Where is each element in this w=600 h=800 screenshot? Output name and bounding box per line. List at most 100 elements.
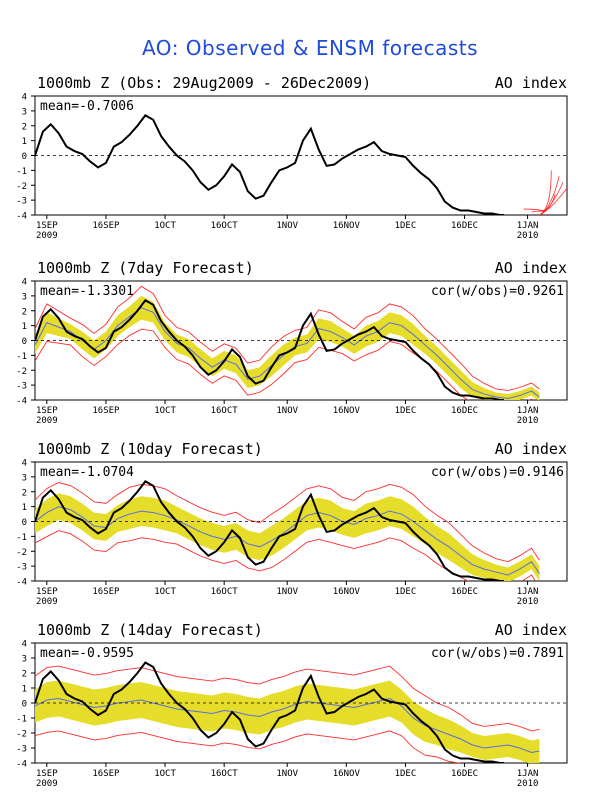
x-tick-label: 16DEC [451,587,478,597]
x-tick-label: 16SEP [92,221,120,231]
x-tick-label-year: 2010 [517,231,539,241]
x-tick-label: 16SEP [92,769,120,779]
x-tick-label: 16NOV [333,406,361,416]
y-tick-label: -3 [16,197,27,207]
y-tick-label: 4 [22,93,27,103]
x-tick-label: 1OCT [154,221,176,231]
x-tick-label-year: 2009 [36,231,58,241]
x-tick-label: 1JAN [517,587,539,597]
y-tick-label: 2 [22,488,27,498]
y-tick-label: 1 [22,322,27,332]
plot-area [35,285,567,400]
x-tick-label: 16NOV [333,587,361,597]
x-tick-label: 1SEP [36,769,58,779]
x-tick-label: 1JAN [517,769,539,779]
x-tick-label: 1SEP [36,587,58,597]
y-tick-label: -1 [16,533,27,543]
y-tick-label: 3 [22,292,27,302]
panel-title: 1000mb Z (Obs: 29Aug2009 - 26Dec2009) [37,74,371,92]
panel-1: 1000mb Z (Obs: 29Aug2009 - 26Dec2009) AO … [16,74,568,241]
x-tick-label: 16NOV [333,221,361,231]
x-tick-label-year: 2009 [36,779,58,789]
x-tick-label: 16DEC [451,769,478,779]
panel-index-label: AO index [495,74,567,92]
panel-index-label: AO index [495,259,567,277]
x-tick-label: 1SEP [36,221,58,231]
x-tick-label: 1NOV [276,221,298,231]
x-tick-label: 1SEP [36,406,58,416]
y-tick-label: -4 [16,578,27,588]
mean-annotation: mean=-1.0704 [40,465,134,480]
ensemble-spread-band [35,680,540,763]
ensemble-max-line [35,285,540,391]
ensemble-spread-band [35,493,540,581]
correlation-annotation: cor(w/obs)=0.9146 [431,465,564,480]
x-tick-label: 1DEC [395,587,417,597]
y-tick-label: 3 [22,473,27,483]
panel-title: 1000mb Z (14day Forecast) [37,621,263,639]
y-tick-label: 1 [22,685,27,695]
panel-title: 1000mb Z (7day Forecast) [37,259,254,277]
x-tick-label: 1DEC [395,769,417,779]
panel-2: 1000mb Z (7day Forecast) AO index -4 -3 -2 -1… [16,259,568,426]
forecast-plume-member [539,194,556,215]
panel-index-label: AO index [495,440,567,458]
x-tick-label-year: 2009 [36,416,58,426]
y-tick-label: -2 [16,367,27,377]
x-tick-label-year: 2010 [517,779,539,789]
x-tick-label-year: 2009 [36,597,58,607]
x-tick-label: 1NOV [276,769,298,779]
y-tick-label: 0 [22,152,27,162]
x-tick-label: 16NOV [333,769,361,779]
panel-4: 1000mb Z (14day Forecast) AO index -4 -3 -2 -… [16,621,568,789]
y-tick-label: 0 [22,337,27,347]
y-tick-label: 4 [22,459,27,469]
ensemble-max-line [35,482,540,563]
y-tick-label: 1 [22,503,27,513]
x-tick-label: 16OCT [211,406,239,416]
x-tick-label: 1JAN [517,221,539,231]
x-tick-label: 16OCT [211,769,239,779]
panel-title: 1000mb Z (10day Forecast) [37,440,263,458]
mean-annotation: mean=-0.7006 [40,99,134,114]
y-tick-label: 3 [22,107,27,117]
y-tick-label: -4 [16,760,27,770]
mean-annotation: mean=-1.3301 [40,284,134,299]
plot-area [35,661,567,763]
x-tick-label: 16SEP [92,406,120,416]
y-tick-label: -2 [16,182,27,192]
figure-title: AO: Observed & ENSM forecasts [141,36,479,60]
x-tick-label: 1JAN [517,406,539,416]
y-tick-label: 3 [22,655,27,665]
correlation-annotation: cor(w/obs)=0.9261 [431,284,564,299]
mean-annotation: mean=-0.9595 [40,646,134,661]
x-tick-label: 1NOV [276,587,298,597]
observed-ao-line [35,299,504,400]
ensemble-max-line [35,665,540,732]
y-tick-label: 2 [22,307,27,317]
x-tick-label: 1OCT [154,769,176,779]
y-tick-label: -1 [16,352,27,362]
y-tick-label: 4 [22,640,27,650]
x-tick-label: 1OCT [154,406,176,416]
y-tick-label: -3 [16,382,27,392]
x-tick-label: 16DEC [451,406,478,416]
plot-area [35,480,567,581]
y-tick-label: 2 [22,670,27,680]
observed-ao-line [35,661,504,763]
x-tick-label: 16SEP [92,587,120,597]
x-tick-label: 1DEC [395,221,417,231]
panel-index-label: AO index [495,621,567,639]
x-tick-label-year: 2010 [517,597,539,607]
ensemble-mean-line [35,506,540,576]
y-tick-label: 0 [22,518,27,528]
x-tick-label: 16OCT [211,221,239,231]
x-tick-label: 16OCT [211,587,239,597]
ensemble-spread-band [35,295,540,400]
y-tick-label: -1 [16,167,27,177]
y-tick-label: 4 [22,278,27,288]
x-tick-label: 16DEC [451,221,478,231]
x-tick-label: 1NOV [276,406,298,416]
y-tick-label: -1 [16,715,27,725]
